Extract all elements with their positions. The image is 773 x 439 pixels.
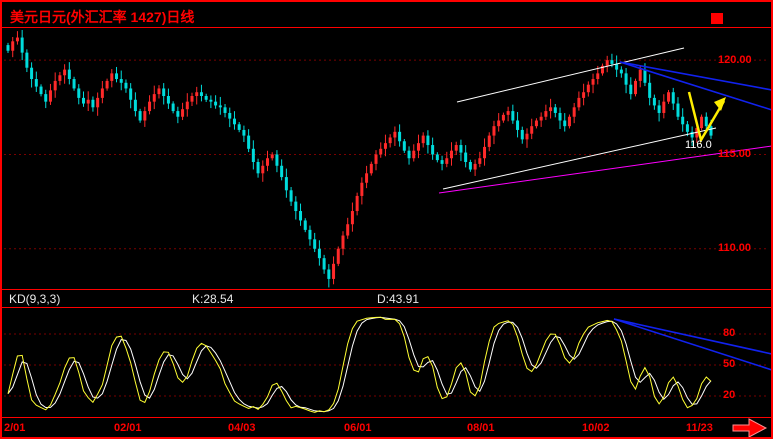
chart-title: 美元日元(外汇汇率 1427)日线	[10, 9, 195, 25]
candles	[6, 30, 713, 288]
kd-axis-label: 20	[723, 389, 736, 401]
price-axis-label: 115.00	[718, 148, 752, 160]
price-axis-label: 120.00	[718, 54, 752, 66]
k-line	[7, 316, 712, 413]
separator-line	[2, 289, 771, 290]
yellow-arrow-head	[714, 97, 726, 111]
price-annotation: 116.0	[685, 139, 712, 151]
top-right-marker	[711, 13, 723, 24]
x-axis-label: 06/01	[344, 422, 372, 434]
kd-axis-label: 80	[723, 327, 736, 339]
kd-indicator-label: KD(9,3,3)	[9, 292, 61, 306]
yellow-arrow	[687, 91, 726, 144]
kd-axis-label: 50	[723, 358, 736, 370]
gridlines	[4, 59, 768, 397]
right-arrow-icon[interactable]	[732, 418, 768, 437]
x-axis-label: 2/01	[4, 422, 26, 434]
separator-line	[2, 417, 771, 418]
x-axis-label: 11/23	[686, 422, 713, 434]
d-line	[7, 316, 712, 413]
x-axis-label: 02/01	[114, 422, 142, 434]
separator-line	[2, 27, 771, 28]
price-axis-label: 110.00	[718, 242, 752, 254]
separator-line	[2, 307, 771, 308]
x-axis-label: 08/01	[467, 422, 495, 434]
x-axis-label: 10/02	[582, 422, 610, 434]
x-axis-label: 04/03	[228, 422, 256, 434]
kd-k-value: K:28.54	[192, 292, 234, 306]
kd-d-value: D:43.91	[377, 292, 420, 306]
